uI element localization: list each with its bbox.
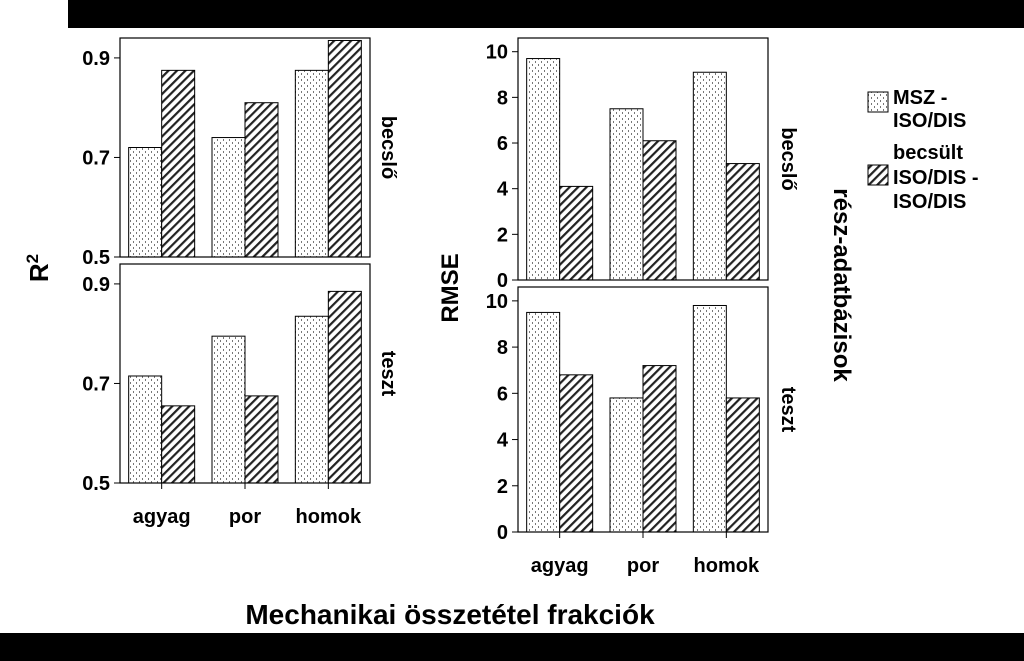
legend-label-msz-line2: ISO/DIS [893, 110, 966, 132]
RMSE-teszt-bar-agyag-msz [526, 311, 561, 533]
R2-teszt-x-tick-homok: homok [296, 506, 362, 528]
rmse-axis-label: RMSE [437, 253, 464, 322]
side-label: rész-adatbázisok [828, 188, 855, 382]
R2-teszt-frame [119, 263, 371, 484]
RMSE-becslo-bar-por-becsult [642, 140, 677, 281]
R2-teszt-facet-label: teszt [377, 351, 399, 397]
x-axis-title: Mechanikai összetétel frakciók [245, 599, 655, 630]
R2-becslo-bar-homok-msz [294, 69, 329, 258]
RMSE-becslo-frame [517, 37, 769, 281]
RMSE-becslo-bar-homok-becsult [725, 163, 760, 281]
R2-teszt-y-tick-0.5: 0.5 [82, 473, 110, 495]
R2-teszt-bar-agyag-msz [128, 375, 163, 484]
RMSE-teszt-facet-label: teszt [777, 387, 799, 433]
R2-becslo-bar-por-msz [211, 137, 246, 258]
legend: MSZ - ISO/DIS becsült ISO/DIS - ISO/DIS [867, 87, 979, 213]
R2-becslo-facet-label: becslő [377, 116, 399, 179]
RMSE-becslo-y-tick-2: 2 [497, 224, 508, 246]
RMSE-becslo-bar-homok-msz [692, 71, 727, 281]
figure-background [0, 28, 1024, 633]
RMSE-teszt-x-tick-homok: homok [694, 555, 760, 577]
RMSE-becslo-y-tick-10: 10 [486, 42, 508, 64]
panels-group: 0.5 0.7 0.9 becslő agyag por homok 0.5 0.7 0.9 tes… [82, 37, 799, 577]
RMSE-becslo-y-tick-0: 0 [497, 270, 508, 292]
legend-label-becsult-line2: ISO/DIS - [893, 167, 979, 189]
R2-teszt-bar-homok-msz [294, 315, 329, 484]
RMSE-teszt-frame [517, 286, 769, 533]
R2-teszt-y-tick-0.7: 0.7 [82, 373, 110, 395]
figure-background-left [0, 0, 68, 633]
R2-becslo-y-tick-0.7: 0.7 [82, 147, 110, 169]
RMSE-teszt-y-tick-2: 2 [497, 476, 508, 498]
RMSE-teszt-x-tick-agyag: agyag [531, 555, 589, 577]
RMSE-becslo-bar-agyag-becsult [559, 185, 594, 281]
R2-becslo-y-tick-0.5: 0.5 [82, 247, 110, 269]
RMSE-teszt-y-tick-8: 8 [497, 337, 508, 359]
RMSE-becslo-bar-agyag-msz [526, 58, 561, 281]
RMSE-teszt-bar-por-msz [609, 397, 644, 533]
RMSE-teszt-y-tick-0: 0 [497, 522, 508, 544]
R2-teszt-y-tick-0.9: 0.9 [82, 274, 110, 296]
RMSE-teszt-y-tick-10: 10 [486, 291, 508, 313]
RMSE-teszt-y-tick-4: 4 [497, 430, 509, 452]
R2-teszt-bar-por-becsult [244, 395, 279, 484]
legend-label-becsult-line3: ISO/DIS [893, 191, 966, 213]
RMSE-teszt-bar-homok-msz [692, 304, 727, 533]
RMSE-teszt-y-tick-6: 6 [497, 383, 508, 405]
RMSE-teszt-x-tick-por: por [627, 555, 659, 577]
legend-swatch-msz [867, 91, 889, 113]
RMSE-becslo-y-tick-4: 4 [497, 179, 509, 201]
RMSE-teszt-bar-agyag-becsult [559, 374, 594, 533]
legend-label-msz-line1: MSZ - [893, 87, 947, 109]
R2-becslo-frame [119, 37, 371, 258]
R2-teszt-bar-agyag-becsult [161, 405, 196, 484]
R2-becslo-bar-agyag-msz [128, 147, 163, 258]
legend-swatch-becsult [867, 164, 889, 186]
RMSE-becslo-facet-label: becslő [777, 127, 799, 190]
R2-becslo-bar-agyag-becsult [161, 69, 196, 258]
R2-becslo-bar-por-becsult [244, 102, 279, 258]
R2-teszt-bar-homok-becsult [327, 290, 362, 484]
RMSE-becslo-y-tick-8: 8 [497, 87, 508, 109]
RMSE-teszt-bar-por-becsult [642, 365, 677, 533]
R2-becslo-bar-homok-becsult [327, 39, 362, 258]
R2-teszt-x-tick-por: por [229, 506, 261, 528]
R2-teszt-bar-por-msz [211, 335, 246, 484]
R2-becslo-y-tick-0.9: 0.9 [82, 48, 110, 70]
RMSE-becslo-y-tick-6: 6 [497, 133, 508, 155]
RMSE-teszt-bar-homok-becsult [725, 397, 760, 533]
legend-label-becsult-line1: becsült [893, 142, 963, 164]
R2-teszt-x-tick-agyag: agyag [133, 506, 191, 528]
RMSE-becslo-bar-por-msz [609, 108, 644, 281]
